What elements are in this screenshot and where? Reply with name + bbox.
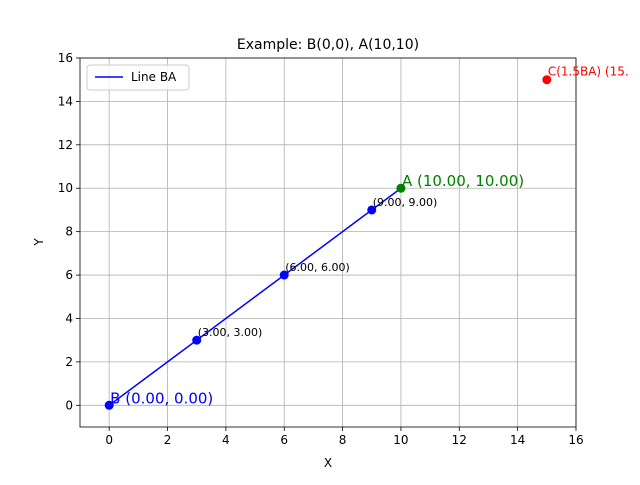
point-c-label: C(1.5BA) (15.: [548, 65, 629, 79]
x-tick-label: 8: [339, 433, 347, 447]
intermediate-point-label: (6.00, 6.00): [285, 261, 350, 274]
y-tick-label: 4: [65, 311, 73, 325]
x-tick-label: 12: [452, 433, 467, 447]
intermediate-point-marker: [279, 270, 289, 280]
axes: 0 2 4 6 8 10 12 14 16 0 2 4 6 8 10 12 14 16: [58, 51, 584, 447]
y-axis-label: Y: [32, 238, 46, 247]
x-tick-label: 0: [105, 433, 113, 447]
y-tick-label: 8: [65, 225, 73, 239]
intermediate-point-label: (3.00, 3.00): [198, 326, 263, 339]
intermediate-point-label: (9.00, 9.00): [373, 196, 438, 209]
x-tick-label: 16: [568, 433, 583, 447]
x-axis-label: X: [324, 456, 332, 470]
y-tick-label: 10: [58, 181, 73, 195]
point-b-marker: [104, 400, 114, 410]
y-tick-label: 16: [58, 51, 73, 65]
x-tick-label: 10: [393, 433, 408, 447]
x-tick-label: 4: [222, 433, 230, 447]
x-tick-label: 6: [280, 433, 288, 447]
intermediate-point-marker: [192, 335, 202, 345]
intermediate-point-marker: [367, 205, 377, 215]
point-a-marker: [396, 183, 406, 193]
x-tick-label: 14: [510, 433, 525, 447]
series: [104, 75, 552, 410]
legend-box: [86, 64, 190, 91]
x-tick-label: 2: [164, 433, 172, 447]
y-tick-label: 6: [65, 268, 73, 282]
chart-title: Example: B(0,0), A(10,10): [237, 37, 419, 53]
axes-frame: [79, 57, 577, 428]
legend-label-line-ba: Line BA: [131, 70, 177, 84]
point-labels: B (0.00, 0.00) (3.00, 3.00) (6.00, 6.00) (9…: [110, 65, 629, 408]
y-tick-label: 14: [58, 94, 73, 108]
y-tick-label: 2: [65, 355, 73, 369]
y-tick-label: 0: [65, 398, 73, 412]
series-line-ba: [108, 187, 402, 406]
legend: Line BA: [86, 64, 190, 91]
y-tick-label: 12: [58, 138, 73, 152]
point-b-label: B (0.00, 0.00): [110, 389, 213, 407]
point-a-label: A (10.00, 10.00): [402, 172, 524, 190]
point-c-marker: [542, 75, 552, 85]
